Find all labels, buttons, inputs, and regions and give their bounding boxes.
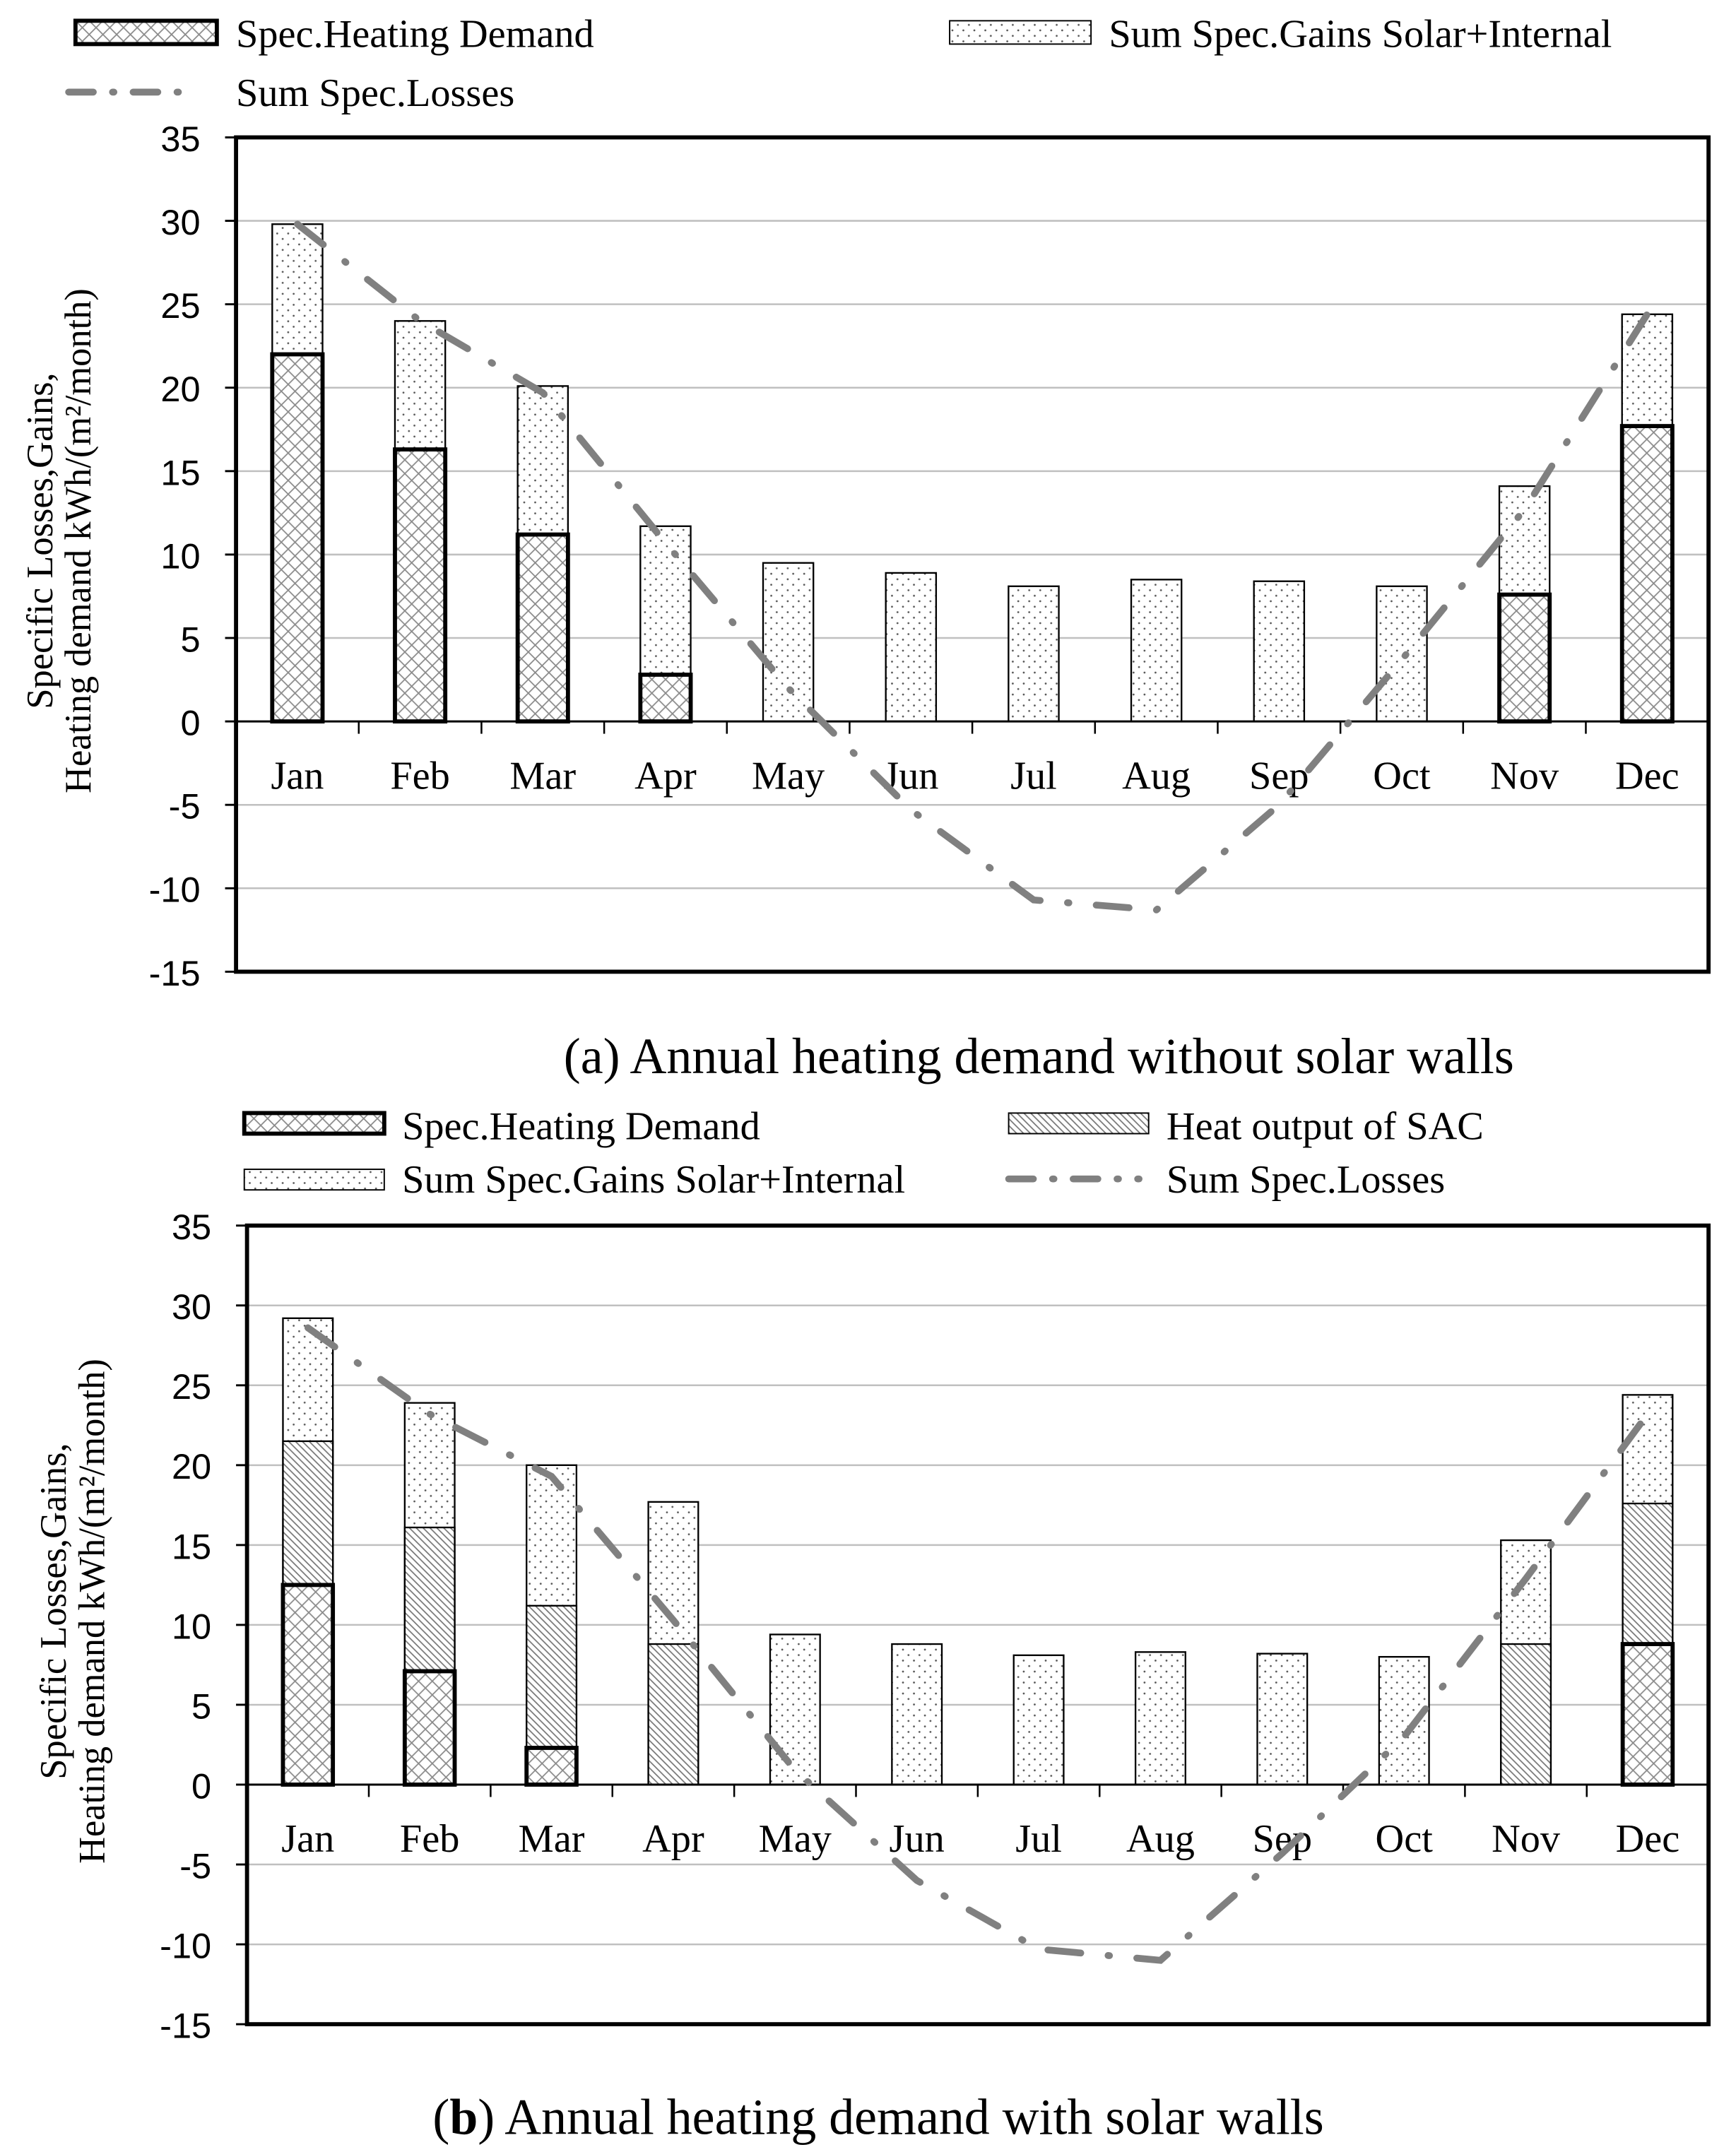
bar-crosshatch-jan (281, 1583, 336, 1787)
legend-label-gains: Sum Spec.Gains Solar+Internal (402, 1158, 905, 1202)
bar-crosshatch-mar (515, 532, 570, 724)
x-tick-label: May (752, 754, 825, 798)
legend-b: Spec.Heating Demand Heat output of SAC S… (242, 1104, 1484, 1202)
y-axis-label-line2: Heating demand kWh/(m²/month) (72, 1359, 113, 1864)
y-tick-label: -15 (149, 953, 201, 993)
y-tick-label: 30 (160, 202, 200, 242)
legend-swatch-gains (949, 20, 1092, 45)
legend-label-sac: Heat output of SAC (1167, 1104, 1484, 1148)
bar-dotted-jun (885, 572, 938, 723)
chart-a: Spec.Heating Demand Sum Spec.Gains Solar… (20, 12, 1711, 1084)
legend-a: Spec.Heating Demand Sum Spec.Gains Solar… (65, 12, 1612, 115)
y-tick-label: 5 (191, 1686, 211, 1726)
y-tick-label: 10 (172, 1606, 211, 1646)
bar-crosshatch-jan (270, 352, 325, 724)
y-tick-label: -5 (169, 786, 201, 827)
bar-dotted-aug (1134, 1651, 1186, 1786)
x-tick-label: Sep (1249, 754, 1309, 798)
y-tick-label: 35 (172, 1207, 211, 1247)
bar-crosshatch-feb (402, 1669, 457, 1787)
legend-label-losses: Sum Spec.Losses (236, 71, 514, 115)
bar-dotted-oct (1376, 585, 1428, 723)
legend-label-heating-demand: Spec.Heating Demand (236, 12, 594, 56)
bar-crosshatch-apr (638, 673, 693, 724)
x-tick-label: Dec (1616, 1817, 1680, 1861)
plot-area-a: 35 30 25 20 15 10 5 0 -5 -10 -15 Specific Losses,Ga… (20, 119, 1711, 993)
bar-dotted-jun (891, 1643, 943, 1786)
y-tick-label: 0 (180, 703, 200, 743)
bar-hatch-apr (647, 1643, 699, 1786)
bar-dotted-may (769, 1633, 821, 1786)
bar-dotted-oct (1378, 1655, 1430, 1786)
y-tick-label: -10 (149, 870, 201, 910)
legend-swatch-sac (1008, 1112, 1150, 1135)
legend-swatch-heating-demand (242, 1111, 386, 1136)
y-tick-label: 15 (160, 452, 200, 492)
bar-dotted-jul (1012, 1654, 1065, 1786)
y-axis-label-line1: Specific Losses,Gains, (20, 372, 61, 709)
y-tick-label: 25 (160, 285, 200, 326)
x-tick-label: Feb (390, 754, 449, 798)
x-tick-label: Mar (519, 1817, 585, 1861)
legend-swatch-gains (243, 1169, 385, 1191)
y-axis-label-line2: Heating demand kWh/(m²/month) (58, 288, 99, 793)
chart-b-title: (b) Annual heating demand with solar wal… (432, 2089, 1323, 2146)
bar-crosshatch-mar (524, 1746, 579, 1787)
bar-crosshatch-dec (1619, 424, 1675, 724)
bar-dotted-sep (1253, 580, 1306, 723)
x-tick-label: Oct (1373, 754, 1431, 798)
y-tick-label: -15 (160, 2006, 211, 2046)
y-tick-label: 10 (160, 536, 200, 576)
y-tick-label: -5 (179, 1845, 211, 1886)
bar-dotted-jul (1008, 585, 1060, 723)
legend-swatch-heating-demand (73, 18, 219, 47)
y-tick-label: 35 (160, 119, 200, 159)
x-tick-label: Jul (1015, 1817, 1062, 1861)
y-tick-label: 15 (172, 1526, 211, 1566)
x-tick-label: Jun (890, 1817, 945, 1861)
chart-b: Spec.Heating Demand Heat output of SAC S… (33, 1104, 1711, 2146)
bar-crosshatch-nov (1497, 592, 1552, 724)
x-tick-label: May (759, 1817, 832, 1861)
x-tick-label: Apr (642, 1817, 704, 1861)
x-tick-label: Jan (281, 1817, 334, 1861)
x-tick-label: Jan (271, 754, 324, 798)
x-tick-label: Mar (509, 754, 576, 798)
bar-dotted-sep (1256, 1653, 1309, 1786)
y-tick-label: 5 (180, 619, 200, 659)
legend-label-gains: Sum Spec.Gains Solar+Internal (1109, 12, 1612, 56)
bar-crosshatch-dec (1620, 1642, 1675, 1787)
plot-frame (234, 135, 1711, 974)
plot-area-b: 35 30 25 20 15 10 5 0 -5 -10 -15 Specific Losses,Ga… (33, 1207, 1711, 2046)
chart-a-title: (a) Annual heating demand without solar … (564, 1028, 1514, 1084)
bar-dotted-aug (1130, 579, 1183, 723)
plot-frame (244, 1223, 1711, 2027)
legend-label-heating-demand: Spec.Heating Demand (402, 1104, 760, 1148)
x-tick-label: Nov (1492, 1817, 1561, 1861)
bar-dotted-may (762, 562, 815, 723)
bar-hatch-nov (1500, 1643, 1552, 1786)
line-sum-spec-losses (304, 1324, 1651, 1964)
x-tick-label: Dec (1615, 754, 1679, 798)
legend-label-losses: Sum Spec.Losses (1167, 1158, 1445, 1202)
bar-crosshatch-feb (393, 447, 448, 724)
y-tick-label: 30 (172, 1287, 211, 1327)
y-tick-label: 20 (160, 369, 200, 409)
x-tick-label: Apr (634, 754, 697, 798)
x-tick-label: Oct (1376, 1817, 1434, 1861)
y-tick-label: 25 (172, 1366, 211, 1407)
y-tick-label: 20 (172, 1446, 211, 1486)
x-tick-label: Aug (1126, 1817, 1195, 1861)
x-tick-label: Aug (1122, 754, 1191, 798)
y-tick-label: 0 (191, 1766, 211, 1806)
y-tick-label: -10 (160, 1926, 211, 1966)
x-tick-label: Feb (400, 1817, 459, 1861)
line-sum-spec-losses (294, 220, 1651, 914)
x-tick-label: Jul (1010, 754, 1057, 798)
y-axis-label-line1: Specific Losses,Gains, (33, 1443, 74, 1779)
x-tick-label: Nov (1490, 754, 1559, 798)
